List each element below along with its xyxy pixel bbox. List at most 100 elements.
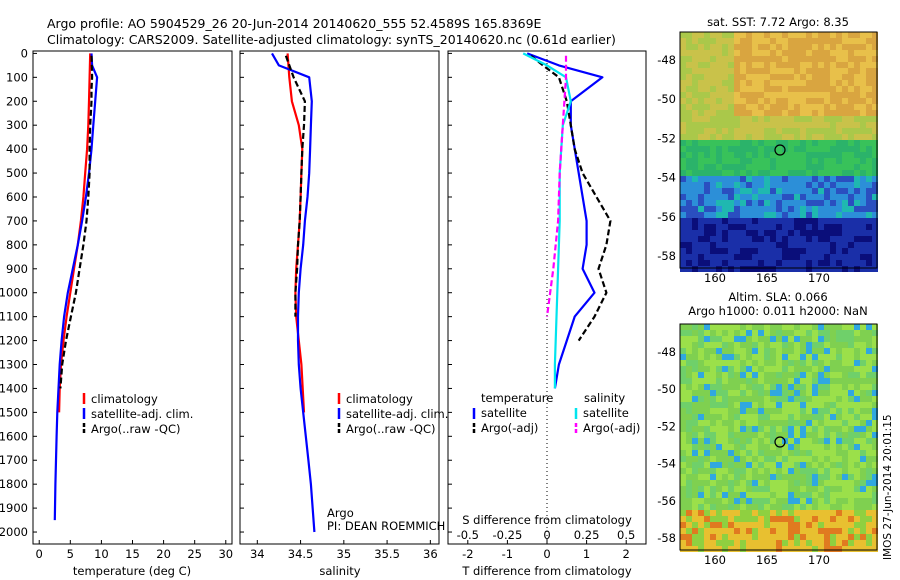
map-cell bbox=[716, 504, 722, 510]
map-cell bbox=[872, 212, 878, 218]
map-cell bbox=[806, 140, 812, 146]
map-cell bbox=[764, 200, 770, 206]
map-cell bbox=[710, 248, 716, 254]
map-cell bbox=[848, 254, 854, 260]
map-cell bbox=[788, 116, 794, 122]
map-cell bbox=[758, 86, 764, 92]
map-cell bbox=[848, 474, 854, 480]
map-cell bbox=[836, 122, 842, 128]
map-cell bbox=[866, 456, 872, 462]
map-cell bbox=[680, 414, 686, 420]
map-cell bbox=[836, 480, 842, 486]
map-cell bbox=[698, 80, 704, 86]
map-cell bbox=[860, 438, 866, 444]
map-cell bbox=[848, 546, 854, 552]
map-cell bbox=[764, 324, 770, 330]
map-cell bbox=[782, 182, 788, 188]
map-cell bbox=[788, 540, 794, 546]
map-cell bbox=[704, 170, 710, 176]
map-cell bbox=[710, 206, 716, 212]
map-cell bbox=[728, 206, 734, 212]
map-cell bbox=[842, 62, 848, 68]
map-cell bbox=[710, 200, 716, 206]
map-cell bbox=[788, 134, 794, 140]
map-cell bbox=[794, 164, 800, 170]
map-cell bbox=[854, 408, 860, 414]
map-cell bbox=[716, 104, 722, 110]
map-cell bbox=[824, 50, 830, 56]
map-cell bbox=[704, 224, 710, 230]
map-cell bbox=[716, 372, 722, 378]
map-cell bbox=[704, 336, 710, 342]
map-cell bbox=[782, 224, 788, 230]
map-cell bbox=[830, 348, 836, 354]
map-cell bbox=[692, 242, 698, 248]
map-cell bbox=[734, 384, 740, 390]
map-cell bbox=[758, 324, 764, 330]
map-cell bbox=[752, 402, 758, 408]
map-cell bbox=[872, 62, 878, 68]
map-cell bbox=[800, 354, 806, 360]
map-cell bbox=[872, 236, 878, 242]
map-cell bbox=[782, 158, 788, 164]
map-cell bbox=[866, 116, 872, 122]
map-cell bbox=[704, 372, 710, 378]
map-cell bbox=[716, 266, 722, 272]
map-cell bbox=[818, 122, 824, 128]
map-cell bbox=[692, 254, 698, 260]
map-cell bbox=[848, 188, 854, 194]
map-cell bbox=[800, 254, 806, 260]
map-cell bbox=[842, 342, 848, 348]
map-cell bbox=[782, 396, 788, 402]
map-cell bbox=[680, 408, 686, 414]
map-cell bbox=[698, 516, 704, 522]
map-cell bbox=[746, 62, 752, 68]
map-cell bbox=[740, 50, 746, 56]
map-cell bbox=[860, 260, 866, 266]
map-cell bbox=[716, 74, 722, 80]
map-cell bbox=[824, 38, 830, 44]
map-cell bbox=[872, 336, 878, 342]
map-cell bbox=[854, 32, 860, 38]
map-cell bbox=[704, 396, 710, 402]
map-cell bbox=[710, 378, 716, 384]
map-cell bbox=[806, 80, 812, 86]
map-cell bbox=[770, 230, 776, 236]
map-cell bbox=[722, 266, 728, 272]
map-cell bbox=[842, 176, 848, 182]
map-cell bbox=[710, 134, 716, 140]
map-cell bbox=[734, 242, 740, 248]
map-cell bbox=[794, 336, 800, 342]
map-cell bbox=[848, 206, 854, 212]
salinity-plot: 34 34.5 35 35.5 36 bbox=[250, 52, 438, 561]
map-cell bbox=[680, 266, 686, 272]
map-cell bbox=[770, 248, 776, 254]
map-cell bbox=[794, 432, 800, 438]
map-cell bbox=[854, 80, 860, 86]
map-cell bbox=[860, 450, 866, 456]
map-cell bbox=[716, 158, 722, 164]
map-cell bbox=[848, 522, 854, 528]
map-cell bbox=[716, 366, 722, 372]
map-cell bbox=[770, 206, 776, 212]
map-cell bbox=[830, 218, 836, 224]
map-cell bbox=[722, 86, 728, 92]
map-cell bbox=[812, 32, 818, 38]
map-cell bbox=[734, 342, 740, 348]
map-cell bbox=[698, 248, 704, 254]
legend-label-climatology: climatology bbox=[346, 392, 413, 406]
map-cell bbox=[836, 158, 842, 164]
map-cell bbox=[698, 152, 704, 158]
map-cell bbox=[806, 152, 812, 158]
map-cell bbox=[704, 408, 710, 414]
map-cell bbox=[776, 528, 782, 534]
map-cell bbox=[764, 396, 770, 402]
map-cell bbox=[776, 348, 782, 354]
x-tick-label: 35.5 bbox=[374, 547, 400, 561]
map-cell bbox=[848, 336, 854, 342]
map-cell bbox=[710, 324, 716, 330]
map-cell bbox=[752, 44, 758, 50]
map-cell bbox=[806, 122, 812, 128]
map-cell bbox=[860, 50, 866, 56]
depth-tick-label: 600 bbox=[6, 190, 28, 204]
